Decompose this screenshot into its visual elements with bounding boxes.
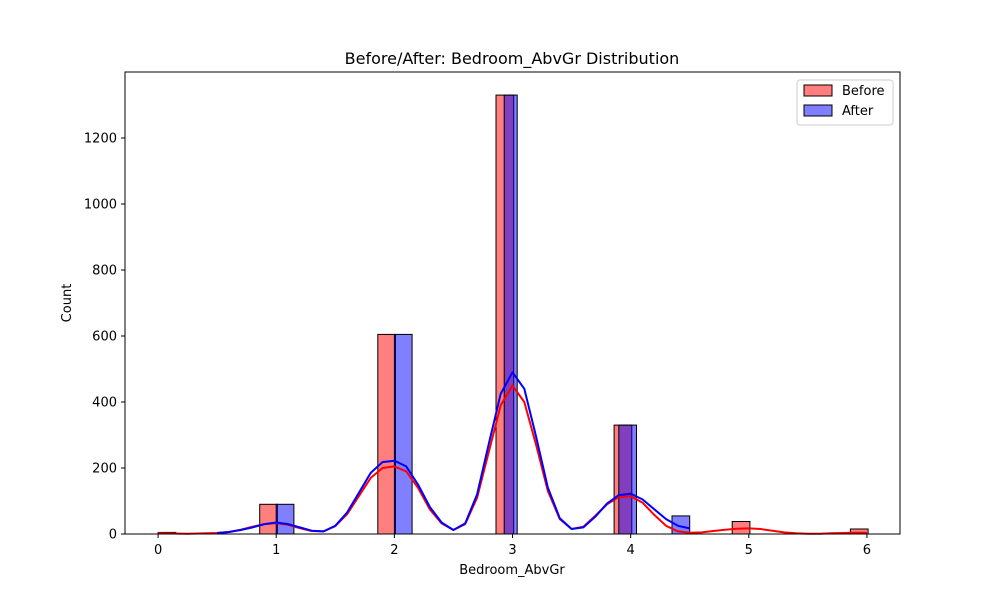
x-tick-label-1: 1: [272, 543, 280, 558]
kde-line-after: [217, 371, 690, 534]
bar-before-1: [259, 503, 278, 535]
x-tick-label-4: 4: [626, 543, 634, 558]
x-tick-label-5: 5: [745, 543, 753, 558]
y-tick-label-1000: 1000: [84, 198, 117, 213]
legend-swatch-after: [803, 104, 833, 117]
y-tick-label-1200: 1200: [84, 132, 117, 147]
legend-label-after: After: [842, 104, 874, 119]
x-ticks: 0 1 2 3 4 5 6: [154, 534, 871, 558]
y-ticks: 0 200 400 600 800 1000 1200: [84, 132, 125, 543]
kde-layer: [158, 371, 867, 535]
bar-before-2: [377, 333, 396, 535]
x-tick-label-6: 6: [863, 543, 871, 558]
chart-title: Before/After: Bedroom_AbvGr Distribution: [345, 49, 680, 69]
x-tick-label-2: 2: [390, 543, 398, 558]
y-tick-label-200: 200: [92, 462, 117, 477]
y-tick-label-400: 400: [92, 396, 117, 411]
bars-layer: [157, 94, 869, 535]
y-tick-label-600: 600: [92, 330, 117, 345]
x-tick-label-0: 0: [154, 543, 162, 558]
legend-label-before: Before: [842, 84, 885, 99]
x-tick-label-3: 3: [508, 543, 516, 558]
legend-swatch-before: [803, 84, 833, 97]
y-tick-label-800: 800: [92, 264, 117, 279]
y-axis-label: Count: [60, 284, 75, 323]
y-tick-label-0: 0: [109, 528, 117, 543]
x-axis-label: Bedroom_AbvGr: [459, 563, 565, 578]
bar-after-0: [275, 503, 295, 535]
bar-after-3: [618, 424, 637, 535]
bar-after-1: [393, 333, 413, 535]
bar-after-2: [503, 94, 518, 535]
legend: Before After: [796, 79, 894, 126]
